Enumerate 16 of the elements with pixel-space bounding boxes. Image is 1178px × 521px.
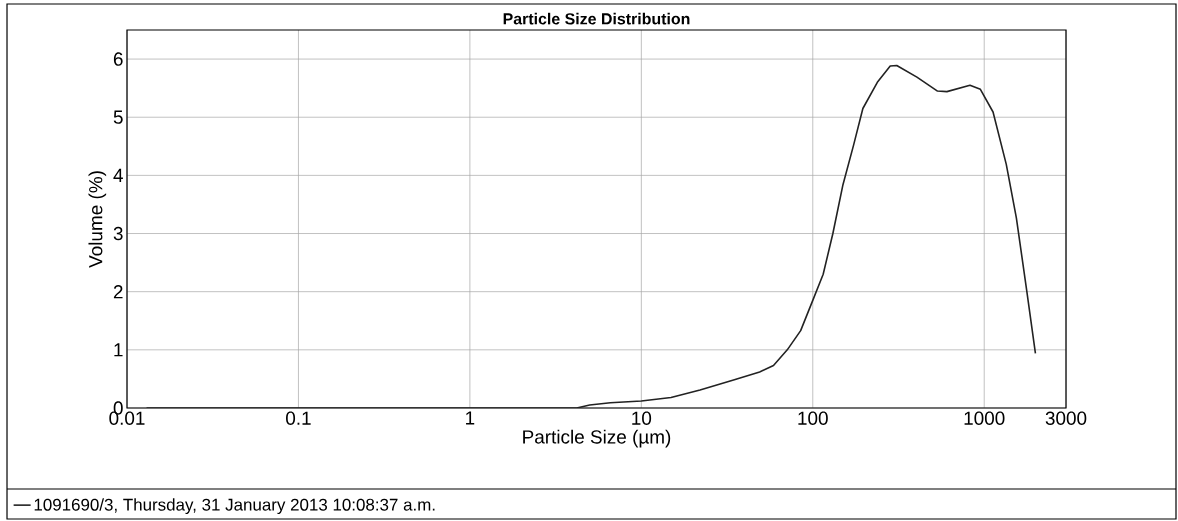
x-tick-label: 3000 (1045, 411, 1087, 425)
y-tick-label: 1 (114, 343, 123, 357)
x-tick-label: 10 (632, 411, 652, 425)
y-tick-label: 5 (113, 110, 123, 124)
x-tick-label: 0.1 (286, 411, 311, 425)
y-tick-label: 4 (113, 168, 123, 182)
y-axis-title: Volume (%) (88, 171, 107, 268)
legend-label: 1091690/3, Thursday, 31 January 2013 10:08:37 a.m. (34, 498, 435, 515)
chart-title: Particle Size Distribution (503, 12, 690, 25)
y-tick-label: 3 (113, 226, 123, 241)
y-tick-label: 6 (113, 52, 123, 66)
x-tick-label: 1000 (964, 411, 1005, 425)
x-tick-label: 100 (798, 411, 828, 425)
x-axis-title: Particle Size (µm) (523, 429, 671, 448)
y-tick-label: 2 (113, 285, 123, 299)
x-tick-label: 1 (466, 411, 475, 425)
